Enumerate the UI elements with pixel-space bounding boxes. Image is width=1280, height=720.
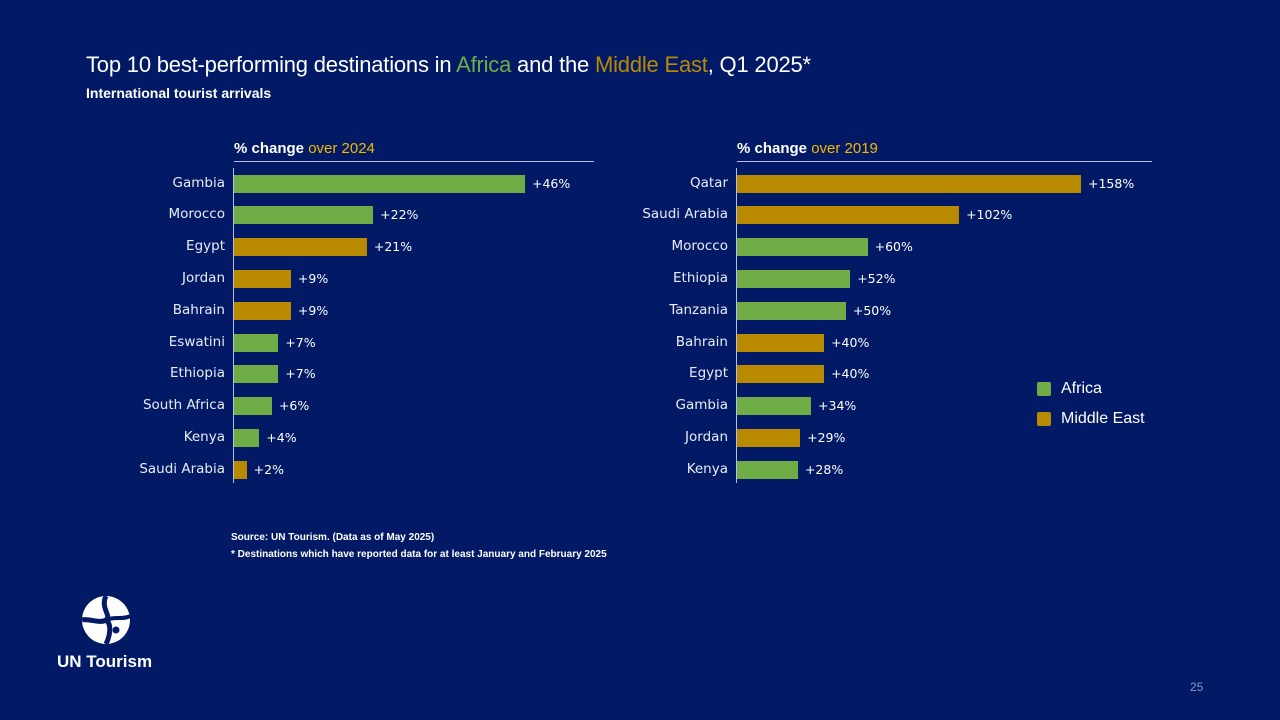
chart-2-bar xyxy=(737,174,1081,193)
chart-2-value-label: +40% xyxy=(831,366,870,382)
chart-2-category-label: Qatar xyxy=(689,174,728,191)
chart-2-value-label: +102% xyxy=(966,207,1013,223)
chart-2-value-label: +60% xyxy=(874,239,913,255)
chart-2-category-label: Bahrain xyxy=(675,333,728,350)
chart-2-header: % change over 2019 xyxy=(737,140,878,157)
chart-1-bar xyxy=(234,333,279,352)
chart-1-category-label: South Africa xyxy=(142,397,225,414)
chart-1-value-label: +46% xyxy=(532,175,571,191)
chart-2-header-rule xyxy=(737,161,1152,162)
chart-2-category-label: Saudi Arabia xyxy=(642,206,728,223)
chart-2-category-label: Tanzania xyxy=(669,301,728,318)
chart-2-category-label: Kenya xyxy=(686,460,728,477)
chart-1-bar xyxy=(234,206,374,225)
legend-swatch xyxy=(1037,382,1051,396)
title-africa: Africa xyxy=(456,52,512,77)
chart-1-value-label: +2% xyxy=(253,461,284,477)
chart-2-bar xyxy=(737,333,825,352)
chart-2-bar xyxy=(737,269,851,288)
chart-2-axis xyxy=(736,168,737,483)
chart-2-bar xyxy=(737,238,868,257)
chart-2-category-label: Jordan xyxy=(685,428,728,445)
chart-2-bar xyxy=(737,460,798,479)
chart-1-category-label: Saudi Arabia xyxy=(139,460,225,477)
chart-1-category-label: Gambia xyxy=(172,174,225,191)
chart-2-bar xyxy=(737,428,801,447)
chart-1-category-label: Bahrain xyxy=(172,301,225,318)
chart-1-category-label: Eswatini xyxy=(168,333,225,350)
chart-1-value-label: +7% xyxy=(285,334,316,350)
chart-2-value-label: +52% xyxy=(857,270,896,286)
chart-1-value-label: +9% xyxy=(297,302,329,318)
chart-1-value-label: +7% xyxy=(285,366,316,382)
chart-2-value-label: +28% xyxy=(804,461,844,477)
page-number: 25 xyxy=(1190,680,1204,694)
chart-1-category-label: Kenya xyxy=(183,428,225,445)
slide-subtitle: International tourist arrivals xyxy=(86,85,272,101)
un-tourism-logo-icon xyxy=(80,594,132,651)
legend-item-middle-east: Middle East xyxy=(1037,410,1145,428)
chart-2-bar xyxy=(737,301,846,320)
chart-1-axis xyxy=(233,168,234,483)
chart-1-value-label: +6% xyxy=(278,398,310,414)
chart-1-category-label: Jordan xyxy=(182,269,225,286)
chart-2-value-label: +29% xyxy=(807,429,846,445)
chart-1-bar xyxy=(234,397,272,416)
chart-1-header-rule xyxy=(234,161,594,162)
legend-label: Africa xyxy=(1061,380,1102,397)
chart-2-value-label: +34% xyxy=(818,398,857,414)
chart-2-value-label: +158% xyxy=(1088,175,1135,191)
chart-1-bar xyxy=(234,301,291,320)
chart-2-bar xyxy=(737,365,825,384)
chart-2-value-label: +40% xyxy=(831,334,870,350)
logo-text: UN Tourism xyxy=(57,652,153,671)
chart-1-bar xyxy=(234,428,260,447)
legend-item-africa: Africa xyxy=(1037,380,1102,398)
chart-1-category-label: Morocco xyxy=(168,206,225,223)
legend-label: Middle East xyxy=(1061,410,1145,427)
slide-title: Top 10 best-performing destinations in A… xyxy=(86,52,811,77)
title-middle-east: Middle East xyxy=(594,52,708,77)
chart-1-header: % change over 2024 xyxy=(234,140,375,157)
chart-1-bar xyxy=(234,174,525,193)
chart-1-category-label: Egypt xyxy=(186,238,225,255)
chart-2-category-label: Gambia xyxy=(675,397,728,414)
chart-1-value-label: +9% xyxy=(297,270,329,286)
source-note: Source: UN Tourism. (Data as of May 2025… xyxy=(231,532,435,543)
chart-1-value-label: +4% xyxy=(266,429,297,445)
chart-1-bar xyxy=(234,460,247,479)
chart-1-bar xyxy=(234,365,279,384)
chart-2-category-label: Morocco xyxy=(671,238,728,255)
chart-1-value-label: +22% xyxy=(380,207,419,223)
chart-1-value-label: +21% xyxy=(373,239,413,255)
chart-1-bar xyxy=(234,269,291,288)
chart-2-value-label: +50% xyxy=(852,302,892,318)
chart-2-bar xyxy=(737,206,960,225)
chart-1-category-label: Ethiopia xyxy=(170,365,225,382)
chart-2-bar xyxy=(737,397,812,416)
chart-1-bar xyxy=(234,238,367,257)
legend-swatch xyxy=(1037,412,1051,426)
footnote: * Destinations which have reported data … xyxy=(231,549,607,560)
chart-2-category-label: Egypt xyxy=(689,365,728,382)
chart-2-category-label: Ethiopia xyxy=(673,269,728,286)
